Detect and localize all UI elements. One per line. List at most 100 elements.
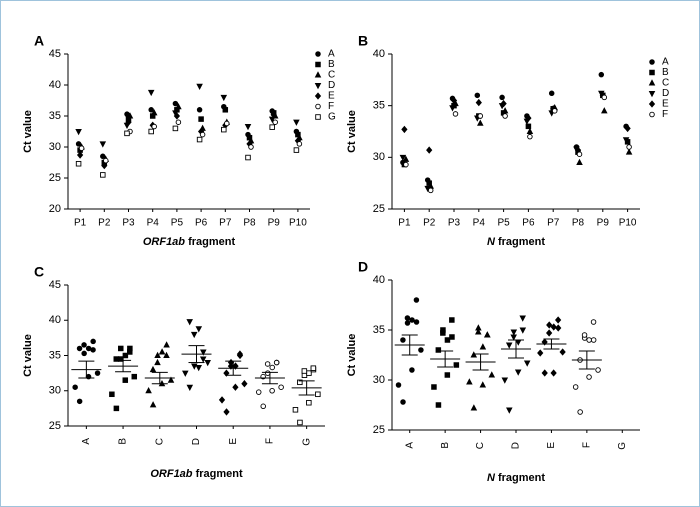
point [510, 329, 518, 336]
legend-marker [648, 100, 656, 108]
point [315, 391, 321, 398]
y-tick-label: 25 [373, 424, 385, 436]
point [126, 112, 134, 119]
point [223, 408, 230, 416]
point [537, 349, 544, 357]
point [449, 105, 456, 112]
point [264, 370, 271, 376]
legend-label: F [328, 101, 334, 112]
x-axis-label-gene: ORF1ab [150, 468, 192, 480]
point [85, 345, 92, 352]
legend-marker [649, 59, 655, 65]
x-tick-label: F [265, 438, 276, 444]
legend-marker [649, 111, 655, 118]
point [221, 126, 227, 133]
legend-label: B [662, 67, 669, 78]
point [232, 383, 239, 391]
legend-marker [315, 114, 321, 120]
point [399, 154, 407, 162]
point [598, 71, 605, 78]
x-tick-label: P8 [572, 218, 585, 229]
point [190, 331, 198, 339]
y-axis-label: Ct value [22, 110, 34, 153]
y-tick-label: 35 [49, 110, 61, 122]
y-tick-label: 40 [373, 274, 385, 286]
point [624, 124, 631, 133]
point [400, 399, 406, 405]
x-tick-label: C [154, 438, 165, 445]
point [131, 373, 138, 380]
point [167, 376, 175, 383]
x-tick-label: G [617, 442, 628, 450]
x-axis-label-text: fragment [188, 236, 235, 248]
y-tick-label: 25 [373, 203, 385, 215]
point [501, 377, 509, 384]
x-tick-label: B [440, 442, 451, 449]
point [103, 157, 109, 164]
point [145, 387, 152, 394]
point [477, 119, 484, 126]
x-tick-label: P3 [448, 218, 461, 229]
point [581, 332, 588, 338]
legend-marker [648, 79, 656, 86]
point [218, 396, 226, 404]
point [470, 351, 478, 358]
point [227, 362, 235, 370]
point [248, 144, 254, 150]
x-tick-label: P8 [243, 218, 256, 229]
point [449, 334, 455, 340]
point [306, 370, 312, 376]
point [293, 147, 300, 153]
point [99, 141, 107, 148]
point [590, 319, 597, 325]
point [172, 125, 179, 132]
point [541, 369, 548, 377]
point [622, 137, 630, 144]
point [550, 323, 557, 331]
y-tick-label: 30 [49, 385, 61, 397]
point [431, 384, 437, 390]
y-axis-label: Ct value [346, 110, 358, 153]
point [269, 124, 275, 130]
x-tick-label: P6 [195, 218, 208, 229]
point [435, 347, 442, 353]
point [196, 83, 203, 90]
legend-label: C [662, 78, 669, 89]
point [113, 405, 120, 412]
point [505, 342, 513, 349]
x-tick-label: P7 [219, 218, 232, 229]
y-tick-label: 25 [49, 172, 61, 184]
y-tick-label: 30 [373, 374, 385, 386]
point [450, 96, 458, 105]
x-tick-label: G [301, 438, 312, 446]
x-tick-label: P4 [147, 218, 160, 229]
point [401, 125, 408, 134]
point [195, 326, 203, 333]
x-tick-label: P2 [423, 218, 436, 229]
legend-marker [648, 90, 656, 98]
point [551, 108, 558, 114]
point [81, 342, 87, 348]
point [113, 356, 120, 362]
point [601, 94, 608, 101]
point [118, 345, 124, 352]
point [548, 90, 555, 97]
point [572, 384, 579, 390]
point [236, 350, 244, 358]
y-tick-label: 35 [49, 349, 61, 361]
legend-label: C [328, 70, 335, 81]
point [576, 151, 583, 157]
point [418, 347, 424, 353]
x-tick-label: P3 [122, 218, 135, 229]
point [124, 130, 130, 137]
point [255, 389, 262, 395]
point [413, 319, 420, 325]
x-axis-label-gene: N [487, 236, 496, 248]
point [466, 378, 473, 385]
point [149, 401, 157, 408]
point [400, 337, 406, 343]
legend-marker [314, 92, 322, 100]
point [444, 337, 451, 343]
point [310, 365, 317, 371]
point [75, 128, 82, 136]
